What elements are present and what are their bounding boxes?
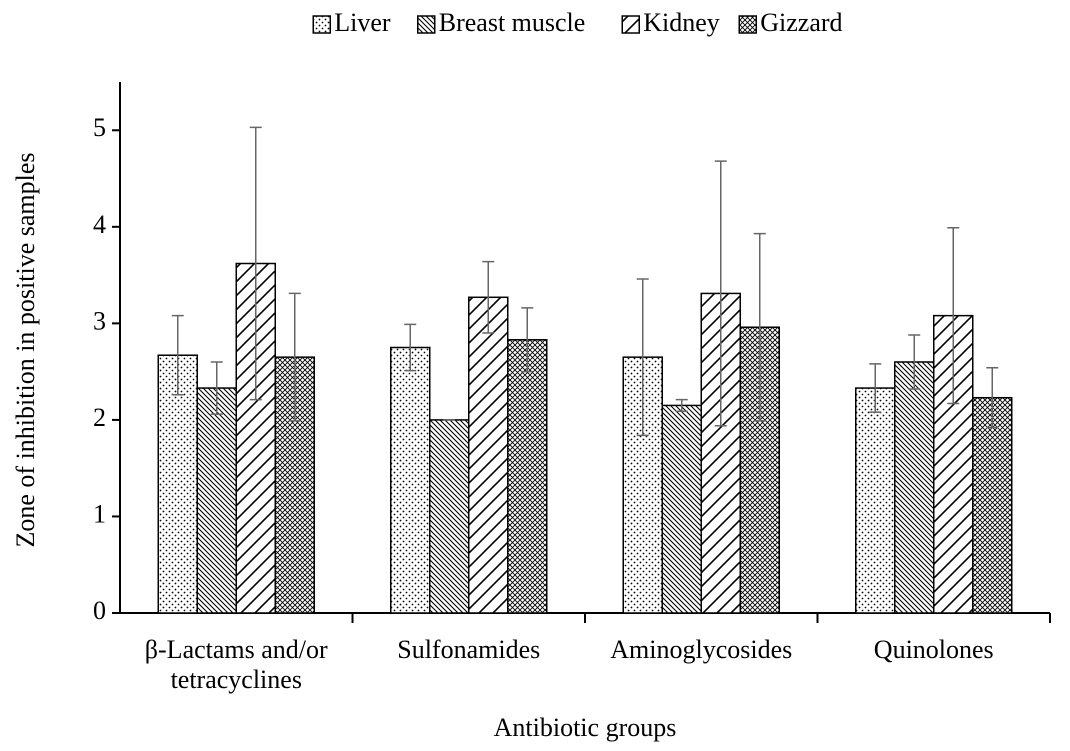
y-tick-label: 2 [93, 403, 106, 432]
x-tick-label: Aminoglycosides [610, 635, 793, 664]
bar [855, 387, 896, 614]
error-bar [482, 260, 495, 334]
legend-swatch [312, 15, 331, 34]
y-tick-label: 0 [93, 596, 106, 625]
error-bar [908, 334, 921, 390]
error-bar [210, 361, 223, 415]
error-bar [171, 314, 184, 396]
legend-swatch [621, 15, 640, 34]
bar [661, 404, 702, 614]
error-bar [869, 363, 882, 413]
bar [157, 354, 198, 614]
x-tick-label: β-Lactams and/or tetracyclines [144, 635, 328, 694]
legend-label: Kidney [643, 8, 720, 37]
x-tick-label: Quinolones [873, 635, 994, 664]
legend-label: Breast muscle [439, 8, 586, 37]
error-bar [714, 160, 727, 427]
x-tick-label: Sulfonamides [397, 635, 541, 664]
bar [429, 419, 470, 614]
error-bar [947, 227, 960, 405]
x-axis-label: Antibiotic groups [494, 713, 677, 742]
y-tick-label: 5 [93, 113, 106, 142]
bar [196, 387, 237, 614]
error-bar [404, 323, 417, 372]
error-bar [249, 126, 262, 401]
bar [894, 361, 935, 614]
error-bar [521, 307, 534, 373]
bar [390, 346, 431, 614]
legend-swatch [738, 15, 757, 34]
y-axis-label: Zone of inhibition in positive samples [11, 152, 40, 547]
legend-label: Liver [334, 8, 391, 37]
y-tick-label: 3 [93, 306, 106, 335]
bar [507, 339, 548, 614]
error-bar [986, 367, 999, 429]
y-tick-label: 4 [93, 210, 106, 239]
error-bar [753, 232, 766, 422]
error-bar [288, 292, 301, 422]
legend-label: Gizzard [760, 8, 842, 37]
error-bar [636, 278, 649, 437]
y-tick-label: 1 [93, 499, 106, 528]
error-bar [675, 398, 688, 412]
bar [468, 296, 509, 614]
bar [972, 396, 1013, 614]
legend-swatch [417, 15, 436, 34]
